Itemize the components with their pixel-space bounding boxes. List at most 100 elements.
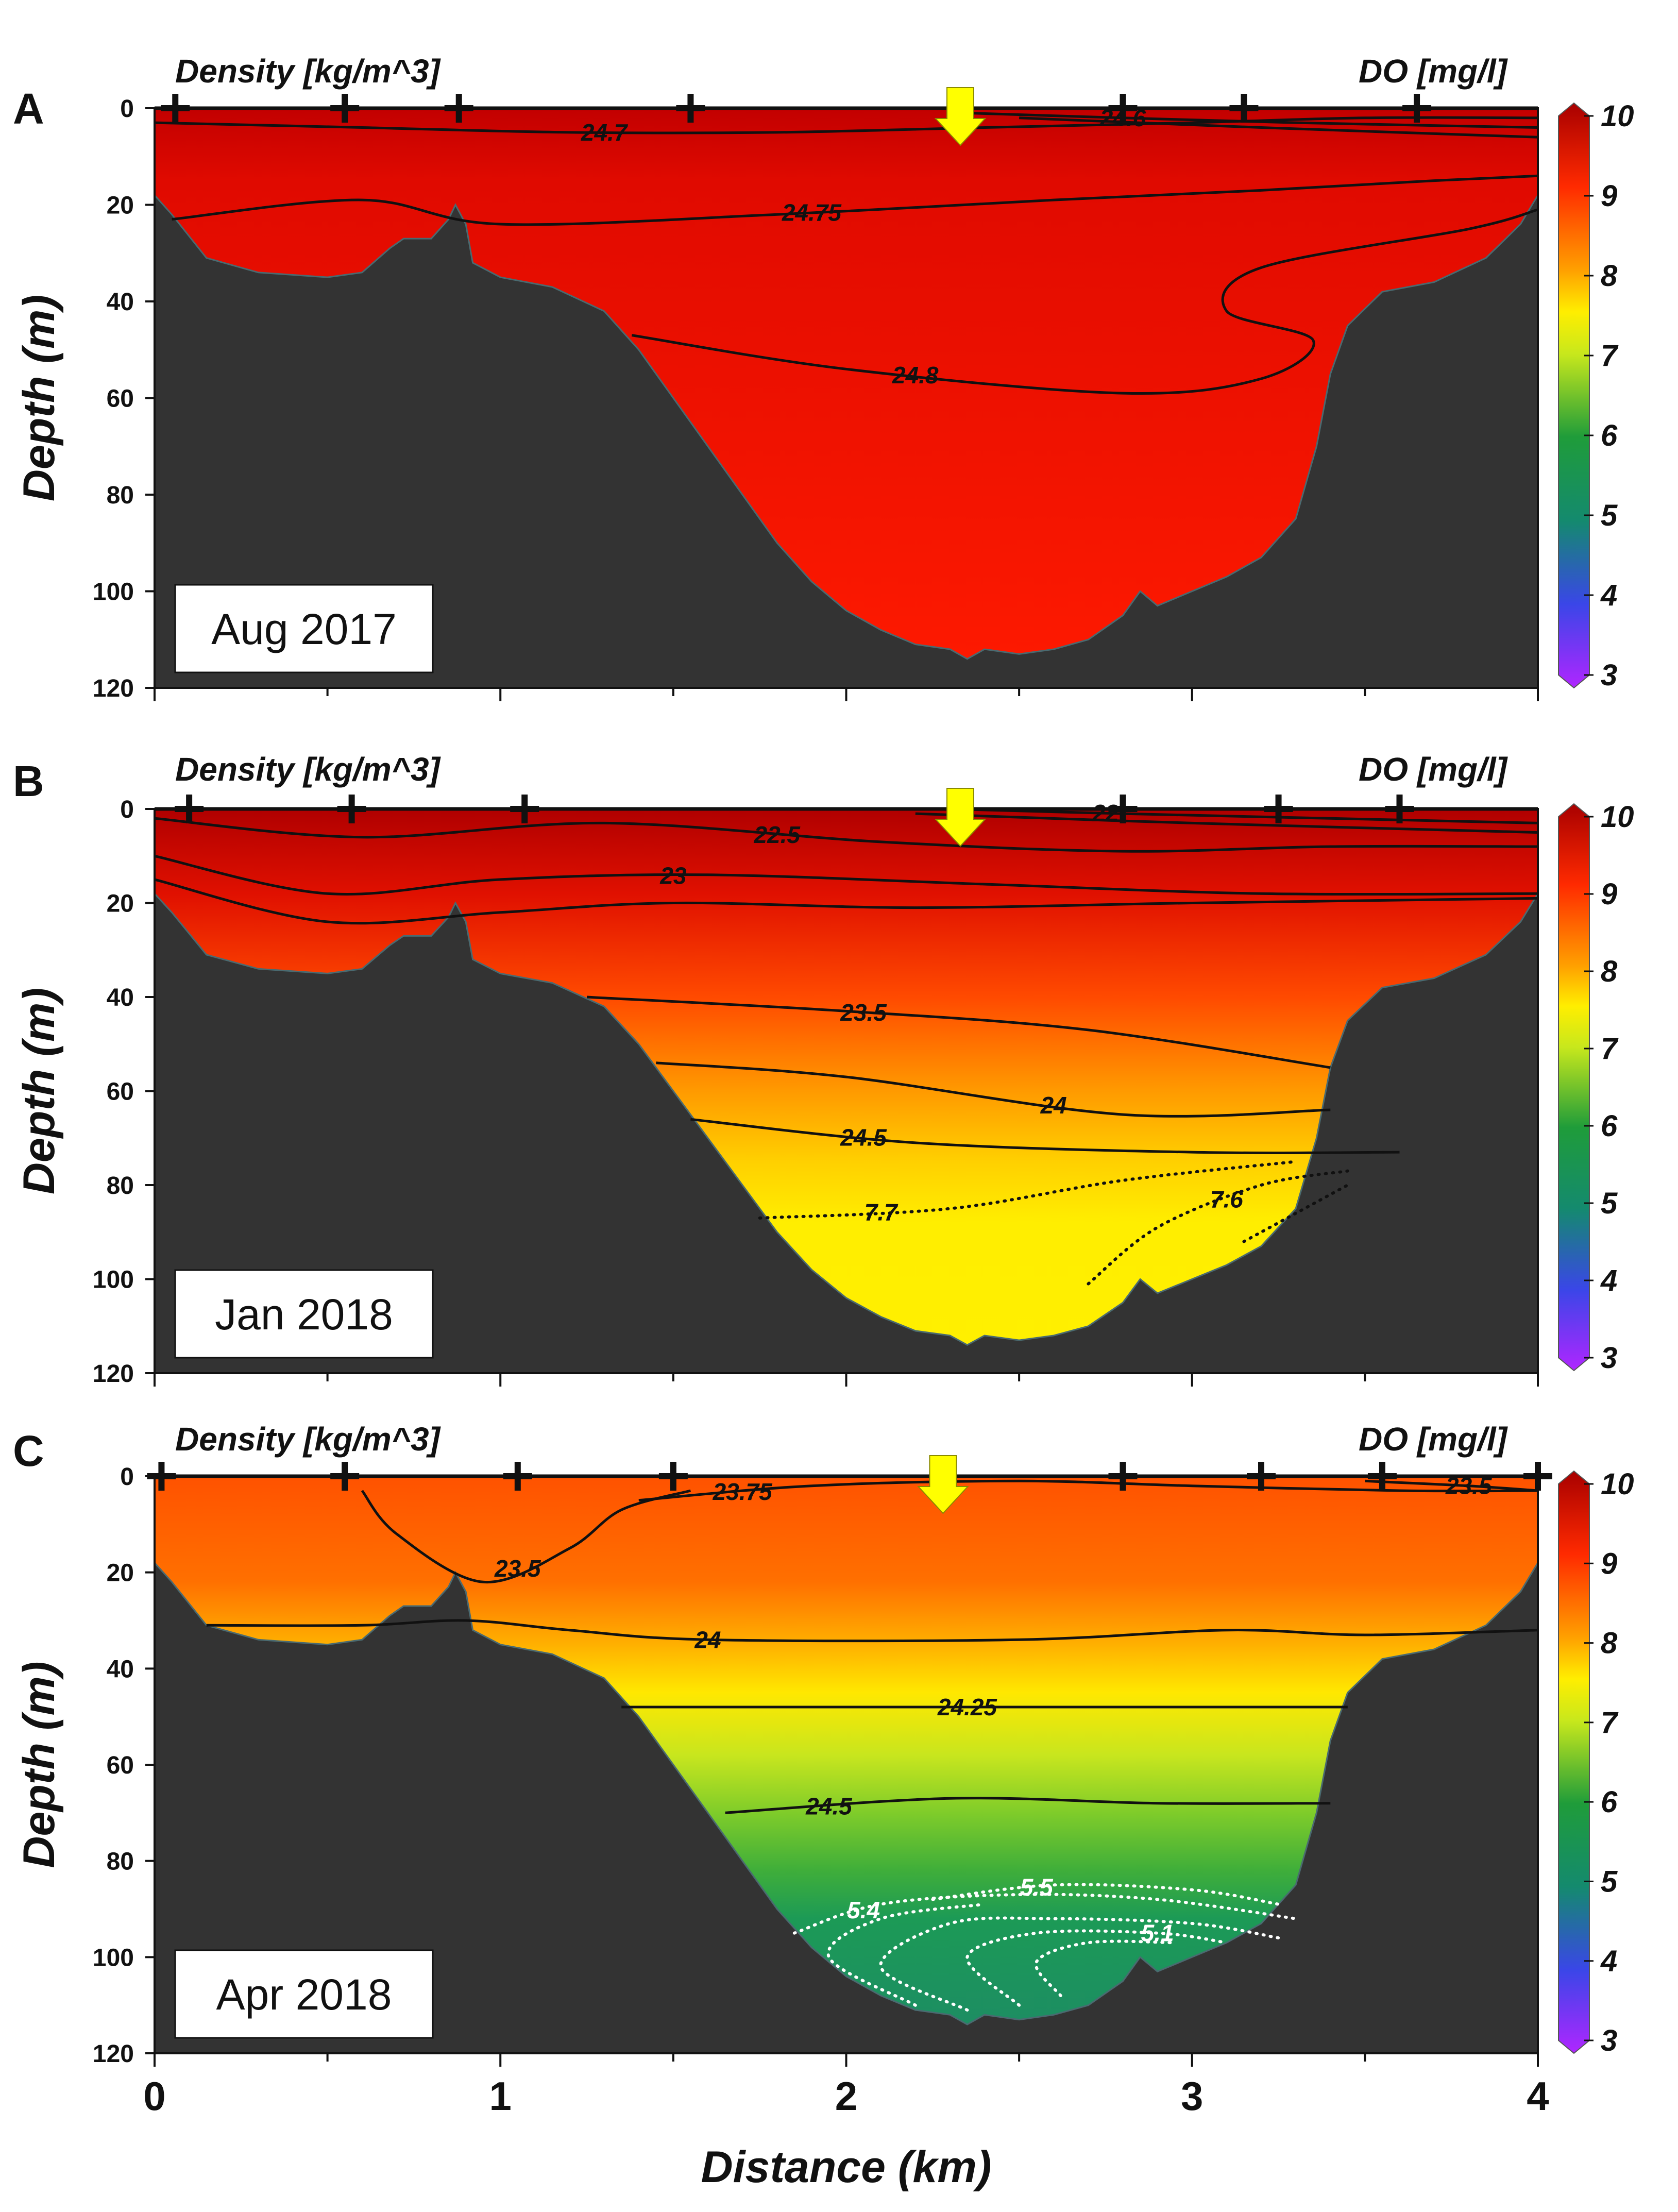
colorbar-tick-label: 6 — [1601, 1109, 1618, 1143]
density-contour — [154, 817, 1538, 853]
colorbar-tick-label: 5 — [1601, 1187, 1618, 1220]
density-header: Density [kg/m^3] — [175, 53, 442, 90]
y-tick-label: 120 — [93, 1360, 134, 1388]
seafloor-line — [154, 893, 1539, 1346]
density-contour-label-text: 22 — [1092, 800, 1119, 826]
density-contour-label: 24.8 — [892, 362, 939, 389]
colorbar-tick-label: 6 — [1601, 419, 1618, 452]
station-marker — [1247, 1462, 1276, 1491]
density-contour-label-text: 23.5 — [840, 999, 887, 1026]
seafloor-line — [154, 194, 1539, 660]
do-contour — [758, 1160, 1298, 1220]
y-tick-label: 0 — [120, 1463, 134, 1491]
y-axis-title: Depth (m) — [14, 1661, 64, 1868]
colorbar-tick-label: 9 — [1601, 877, 1617, 911]
station-marker — [1108, 94, 1138, 123]
colorbar: 10 9 8 7 6 5 4 3 — [1558, 800, 1634, 1375]
density-contour-label-text: 24.25 — [937, 1694, 998, 1720]
density-contour — [1019, 116, 1538, 139]
colorbar: 10 9 8 7 6 5 4 3 — [1558, 99, 1634, 692]
colorbar-tick-label: 9 — [1601, 179, 1617, 213]
density-contour — [967, 111, 1538, 129]
colorbar-tick-label: 8 — [1601, 259, 1618, 293]
do-contour-label: 7.7 — [865, 1198, 899, 1225]
density-contour — [1365, 1479, 1538, 1492]
x-axis: 0 1 2 3 4 Distance (km) — [143, 2073, 1549, 2192]
density-contour-label-text: 24.5 — [805, 1793, 853, 1819]
y-tick-label: 100 — [93, 1944, 134, 1971]
station-marker — [1402, 94, 1432, 123]
y-tick-label: 60 — [107, 385, 134, 413]
colorbar-tick-label: 4 — [1600, 1945, 1617, 1978]
date-label: Apr 2018 — [216, 1970, 392, 2019]
density-contour-label-text: 24.8 — [892, 362, 939, 389]
do-contour — [1034, 1939, 1177, 1997]
y-tick-label: 100 — [93, 1267, 134, 1294]
density-contour — [631, 208, 1538, 395]
date-label: Aug 2017 — [211, 605, 397, 653]
x-tick-label: 0 — [143, 2073, 165, 2119]
date-box — [174, 1269, 434, 1359]
station-marker — [1229, 94, 1259, 123]
density-contour-label: 24.7 — [581, 119, 629, 146]
density-contour-label: 24 — [1040, 1092, 1067, 1119]
date-box — [174, 1949, 434, 2039]
panel-letter: C — [13, 1427, 44, 1475]
colorbar-tick-label: 7 — [1601, 339, 1619, 373]
density-contour-label: 23.5 — [494, 1555, 541, 1582]
density-contour-label: 24.5 — [840, 1124, 887, 1151]
bathymetry — [155, 809, 1538, 1373]
density-contour — [172, 174, 1538, 226]
x-tick-label: 2 — [835, 2073, 857, 2119]
y-axis-title: Depth (m) — [14, 988, 64, 1194]
x-tick-label: 4 — [1527, 2073, 1549, 2119]
do-header: DO [mg/l] — [1359, 53, 1508, 90]
density-contour — [690, 1118, 1400, 1154]
density-contour-label: 23.75 — [713, 1478, 773, 1505]
colorbar-tick-label: 3 — [1601, 1341, 1617, 1375]
do-contour-label: 5.5 — [1020, 1873, 1054, 1900]
y-tick-label: 20 — [107, 1560, 134, 1587]
y-tick-label: 0 — [120, 95, 134, 123]
do-header: DO [mg/l] — [1359, 1421, 1508, 1458]
density-contour-label-text: 24.7 — [581, 119, 629, 146]
colorbar-tick-label: 7 — [1601, 1706, 1619, 1740]
colorbar-tick-label: 10 — [1601, 1467, 1634, 1501]
y-tick-label: 60 — [107, 1078, 134, 1106]
bathymetry — [155, 108, 1538, 688]
bathymetry — [155, 1476, 1538, 2053]
station-marker — [1367, 1462, 1397, 1491]
station-marker — [510, 795, 539, 823]
density-contour — [154, 116, 1538, 134]
do-header: DO [mg/l] — [1359, 751, 1508, 788]
density-contour-label: 24 — [694, 1626, 721, 1653]
density-contour-label-text: 24.5 — [840, 1124, 887, 1151]
y-tick-label: 60 — [107, 1752, 134, 1779]
colorbar-tick-label: 10 — [1601, 99, 1634, 133]
y-tick-label: 120 — [93, 2040, 134, 2068]
panel-b: 22 22.5 23 23.5 24 24.5 7.7 7.6 0 20 40 60 80 100 120 D… — [13, 751, 1634, 1388]
density-contour-label-text: 24 — [1040, 1092, 1067, 1119]
panel-c: 23.7523.523.52424.2524.55.55.45.10204060… — [13, 1421, 1634, 2068]
y-tick-label: 20 — [107, 890, 134, 918]
station-marker — [503, 1462, 532, 1491]
y-tick-label: 20 — [107, 192, 134, 219]
colorbar-tick-label: 7 — [1601, 1032, 1619, 1066]
density-contour — [361, 1489, 691, 1584]
colorbar-tick-label: 3 — [1601, 658, 1617, 692]
colorbar-tick-label: 8 — [1601, 1627, 1618, 1660]
colorbar-tick-label: 6 — [1601, 1785, 1618, 1819]
station-marker — [175, 795, 204, 823]
station-marker — [444, 94, 473, 123]
station-marker — [1385, 795, 1414, 823]
panel-letter: A — [13, 85, 44, 133]
station-marker — [330, 1462, 360, 1491]
density-contour — [206, 1619, 1538, 1643]
do-contour — [1087, 1169, 1349, 1286]
do-contour — [965, 1929, 1228, 2007]
density-contour-label: 24.5 — [805, 1793, 853, 1819]
x-axis-title: Distance (km) — [701, 2142, 992, 2192]
station-marker — [330, 94, 360, 123]
